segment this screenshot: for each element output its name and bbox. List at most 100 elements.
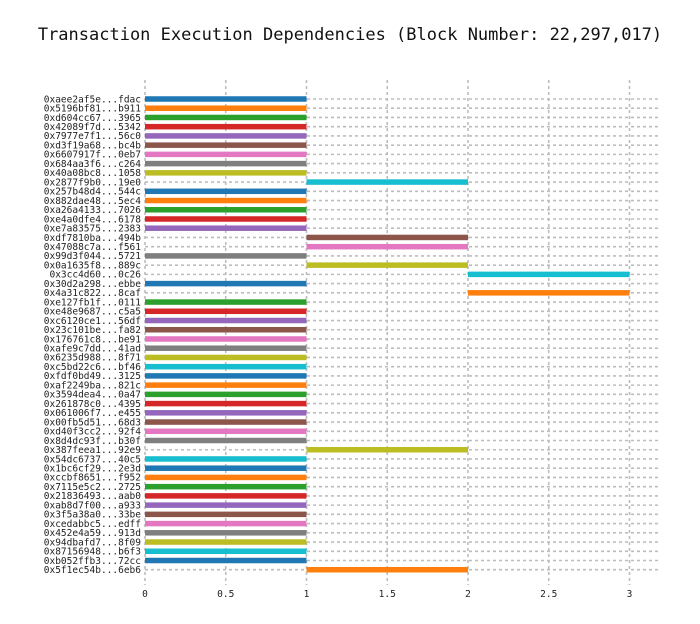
transaction-bar <box>145 299 307 305</box>
transaction-label: 0x21836493...aab0 <box>44 491 142 502</box>
transaction-bar <box>145 410 307 416</box>
transaction-label: 0x54dc6737...40c5 <box>44 454 141 465</box>
transaction-bar <box>145 160 307 167</box>
transaction-label: 0x6235d988...8f71 <box>44 353 142 364</box>
transaction-label: 0x00fb5d51...68d3 <box>44 417 141 428</box>
transaction-label: 0x23c101be...fa82 <box>44 325 141 336</box>
transaction-bar <box>145 354 307 361</box>
transaction-bar <box>145 327 307 333</box>
transaction-bar <box>306 234 468 241</box>
transaction-label: 0x684aa3f6...c264 <box>44 159 142 170</box>
transaction-label: 0x5f1ec54b...6eb6 <box>44 565 142 576</box>
transaction-bar <box>145 520 307 527</box>
transaction-label: 0xa26a4133...7026 <box>44 205 142 216</box>
transaction-label: 0xc6120ce1...56df <box>44 316 141 327</box>
transaction-label: 0xe4a0dfe4...6178 <box>44 214 142 225</box>
transaction-label: 0xaf2249ba...821c <box>44 380 141 391</box>
transaction-label: 0xdf7810ba...494b <box>44 233 142 244</box>
transaction-label: 0xe48e9687...c5a5 <box>44 307 141 318</box>
transaction-bar <box>145 207 307 213</box>
transaction-bar <box>145 345 307 351</box>
transaction-label: 0xd40f3cc2...92f4 <box>44 427 142 438</box>
transaction-label: 0x3594dea4...0a47 <box>44 390 141 401</box>
transaction-bar <box>145 317 307 324</box>
transaction-bar <box>145 216 307 222</box>
transaction-label: 0xd604cc67...3965 <box>44 113 141 124</box>
transaction-bar <box>145 428 307 435</box>
transaction-bar <box>145 391 307 398</box>
x-axis-labels: 0 0.5 1 1.5 2 2.5 3 <box>142 589 632 600</box>
x-tick-label: 0.5 <box>217 589 234 600</box>
transaction-label: 0x387feea1...92e9 <box>44 445 142 456</box>
bars <box>145 96 630 573</box>
transaction-label: 0x47088c7a...f561 <box>44 242 142 253</box>
transaction-label: 0xccbf8651...f952 <box>44 473 141 484</box>
transaction-label: 0x4a31c822...8caf <box>44 288 141 299</box>
transaction-label: 0xcedabbc5...edff <box>44 519 141 530</box>
transaction-label: 0xaee2af5e...fdac <box>44 94 141 105</box>
transaction-label: 0x0a1635f8...889c <box>44 260 141 271</box>
transaction-label: 0x40a08bc8...1058 <box>44 168 142 179</box>
x-tick-label: 0 <box>142 589 148 600</box>
transaction-bar <box>145 253 307 259</box>
transaction-bar <box>145 336 307 342</box>
transaction-bar <box>145 530 307 536</box>
transaction-bar <box>145 483 307 490</box>
transaction-label: 0xe127fb1f...0111 <box>44 297 142 308</box>
x-tick-label: 3 <box>627 589 633 600</box>
y-axis-labels: 0xaee2af5e...fdac0x5196bf81...b9110xd604… <box>44 94 142 576</box>
transaction-label: 0x257b48d4...544c <box>44 187 141 198</box>
transaction-bar <box>145 133 307 139</box>
transaction-label: 0x5196bf81...b911 <box>44 104 142 115</box>
transaction-label: 0x882dae48...5ec4 <box>44 196 142 207</box>
chart-title: Transaction Execution Dependencies (Bloc… <box>38 25 662 45</box>
transaction-label: 0xb052ffb3...72cc <box>44 556 141 567</box>
transaction-label: 0x30d2a298...ebbe <box>44 279 142 290</box>
transaction-bar <box>468 290 630 296</box>
transaction-bar <box>145 437 307 444</box>
transaction-bar <box>306 262 468 268</box>
transaction-bar <box>306 179 468 185</box>
transaction-bar <box>145 151 307 158</box>
transaction-bar <box>145 456 307 462</box>
transaction-bar <box>145 493 307 499</box>
transaction-label: 0xfdf0bd49...3125 <box>44 371 141 382</box>
transaction-label: 0x99d3f044...5721 <box>44 251 142 262</box>
transaction-bar <box>145 197 307 204</box>
transaction-bar <box>145 539 307 545</box>
x-tick-label: 1.5 <box>379 589 396 600</box>
transaction-bar <box>306 566 468 573</box>
transaction-label: 0x8d4dc93f...b30f <box>44 436 141 447</box>
transaction-label: 0xc5bd22c6...bf46 <box>44 362 142 373</box>
transaction-bar <box>145 400 307 407</box>
transaction-bar <box>145 502 307 508</box>
transaction-bar <box>145 114 307 121</box>
transaction-bar <box>145 188 307 195</box>
transaction-bar <box>145 170 307 176</box>
transaction-label: 0xafe9c7dd...41ad <box>44 344 141 355</box>
x-tick-label: 1 <box>304 589 310 600</box>
transaction-label: 0x42089f7d...5342 <box>44 122 141 133</box>
transaction-label: 0x3cc4d60...0c26 <box>49 270 141 281</box>
transaction-label: 0x87156948...b6f3 <box>44 547 141 558</box>
transaction-bar <box>145 142 307 148</box>
transaction-label: 0x3f5a38a0...33be <box>44 510 142 521</box>
transaction-label: 0xab8d7f00...a933 <box>44 500 141 511</box>
transaction-bar <box>306 446 468 453</box>
transaction-bar <box>145 363 307 370</box>
transaction-bar <box>145 419 307 425</box>
transaction-bar <box>145 382 307 388</box>
transaction-label: 0x061006f7...e455 <box>44 408 141 419</box>
transaction-bar <box>145 548 307 555</box>
x-tick-label: 2.5 <box>540 589 557 600</box>
transaction-bar <box>145 280 307 287</box>
transaction-bar <box>145 123 307 130</box>
transaction-label: 0x1bc6cf29...2e3d <box>44 464 141 475</box>
transaction-bar <box>145 474 307 481</box>
transaction-bar <box>145 511 307 518</box>
transaction-bar <box>145 557 307 564</box>
transaction-bar <box>145 373 307 379</box>
transaction-label: 0x176761c8...be91 <box>44 334 142 345</box>
transaction-bar <box>145 465 307 471</box>
